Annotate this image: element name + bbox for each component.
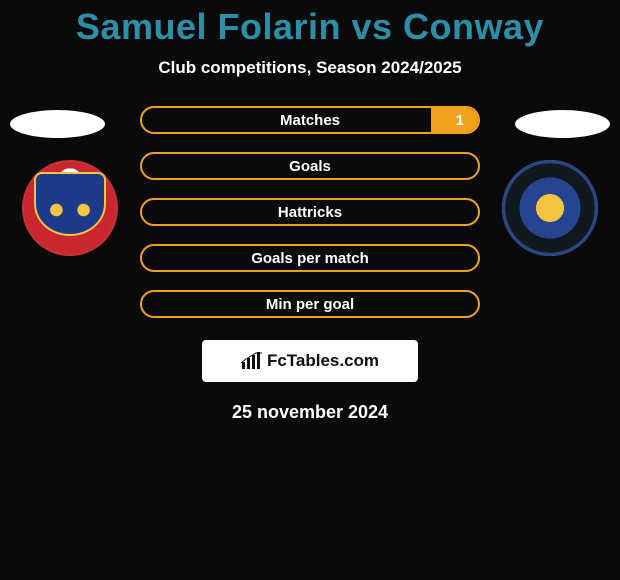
stat-label: Goals <box>289 158 331 175</box>
stat-bar-gpm: Goals per match <box>140 244 480 272</box>
subtitle: Club competitions, Season 2024/2025 <box>0 58 620 78</box>
bar-chart-icon <box>241 352 263 370</box>
stat-label: Hattricks <box>278 204 342 221</box>
page-title: Samuel Folarin vs Conway <box>0 6 620 48</box>
stat-bar-matches: Matches 1 <box>140 106 480 134</box>
home-club-crest <box>22 160 118 256</box>
stat-bar-mpg: Min per goal <box>140 290 480 318</box>
stat-value-right: 1 <box>456 112 464 129</box>
stat-bar-hattricks: Hattricks <box>140 198 480 226</box>
comparison-card: Samuel Folarin vs Conway Club competitio… <box>0 0 620 423</box>
stat-fill-right <box>431 108 478 132</box>
player-silhouette-left <box>10 110 105 138</box>
stat-bar-goals: Goals <box>140 152 480 180</box>
brand-badge: FcTables.com <box>202 340 418 382</box>
stat-label: Goals per match <box>251 250 369 267</box>
stat-label: Matches <box>280 112 340 129</box>
stat-label: Min per goal <box>266 296 354 313</box>
comparison-body: Matches 1 Goals Hattricks Goals per matc… <box>0 106 620 423</box>
date-label: 25 november 2024 <box>0 402 620 423</box>
stat-bars: Matches 1 Goals Hattricks Goals per matc… <box>140 106 480 318</box>
away-club-crest <box>502 160 598 256</box>
player-silhouette-right <box>515 110 610 138</box>
brand-text: FcTables.com <box>267 351 379 371</box>
